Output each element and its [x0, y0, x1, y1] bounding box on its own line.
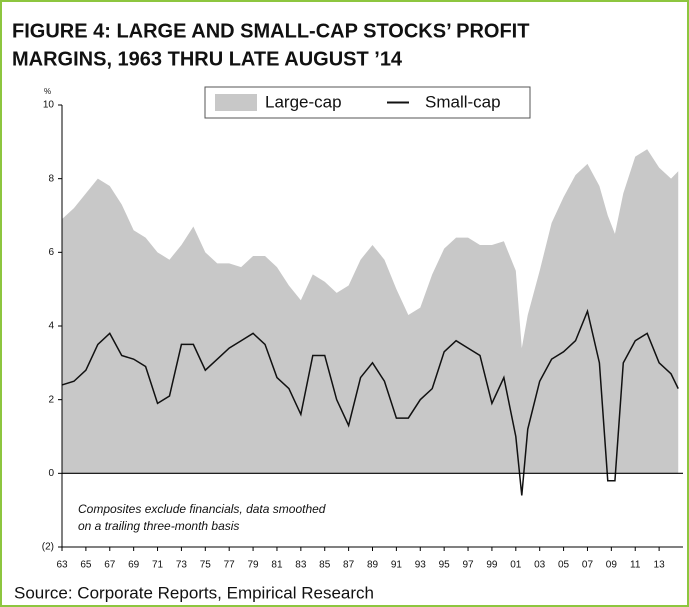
x-tick-label: 83	[295, 560, 307, 571]
x-tick-label: 73	[176, 560, 188, 571]
legend-label: Large-cap	[265, 92, 342, 111]
source: Source: Corporate Reports, Empirical Res…	[14, 583, 374, 602]
line	[61, 308, 679, 496]
y-tick-label: 10	[43, 100, 55, 111]
y-tick-label: 4	[48, 321, 54, 332]
x-tick-label: 71	[152, 560, 164, 571]
y-tick-label: 0	[48, 468, 54, 479]
legend-swatch	[215, 94, 257, 111]
x-tick-label: 63	[56, 560, 68, 571]
x-tick-label: 77	[224, 560, 236, 571]
x-tick-label: 07	[582, 560, 594, 571]
x-tick-label: 87	[343, 560, 355, 571]
x-tick-label: 79	[248, 560, 260, 571]
x-tick-label: 95	[439, 560, 451, 571]
x-tick-label: 13	[654, 560, 666, 571]
x-tick-label: 97	[462, 560, 474, 571]
x-tick-label: 75	[200, 560, 212, 571]
x-tick-label: 11	[630, 560, 641, 571]
x-tick-label: 91	[391, 560, 403, 571]
x-tick-label: 05	[558, 560, 570, 571]
x-tick-label: 89	[367, 560, 379, 571]
y-tick-label: 8	[48, 173, 54, 184]
legend-label: Small-cap	[425, 92, 501, 111]
y-tick-label: 2	[48, 394, 54, 405]
x-tick-label: 85	[319, 560, 331, 571]
annotation: on a trailing three-month basis	[78, 519, 239, 533]
x-tick-label: 67	[104, 560, 116, 571]
annotation: Composites exclude financials, data smoo…	[78, 502, 326, 516]
x-tick-label: 69	[128, 560, 140, 571]
x-tick-label: 01	[510, 560, 522, 571]
y-tick-label: (2)	[42, 542, 54, 553]
y-axis-label: %	[44, 87, 51, 96]
chart-title: MARGINS, 1963 THRU LATE AUGUST ’14	[12, 48, 403, 70]
x-tick-label: 09	[606, 560, 618, 571]
chart-title: FIGURE 4: LARGE AND SMALL-CAP STOCKS’ PR…	[12, 20, 529, 42]
x-tick-label: 65	[80, 560, 92, 571]
x-tick-label: 99	[486, 560, 498, 571]
y-tick-label: 6	[48, 247, 54, 258]
area	[62, 149, 679, 474]
x-tick-label: 93	[415, 560, 427, 571]
x-tick-label: 81	[271, 560, 283, 571]
x-tick-label: 03	[534, 560, 546, 571]
legend-box	[204, 86, 531, 119]
